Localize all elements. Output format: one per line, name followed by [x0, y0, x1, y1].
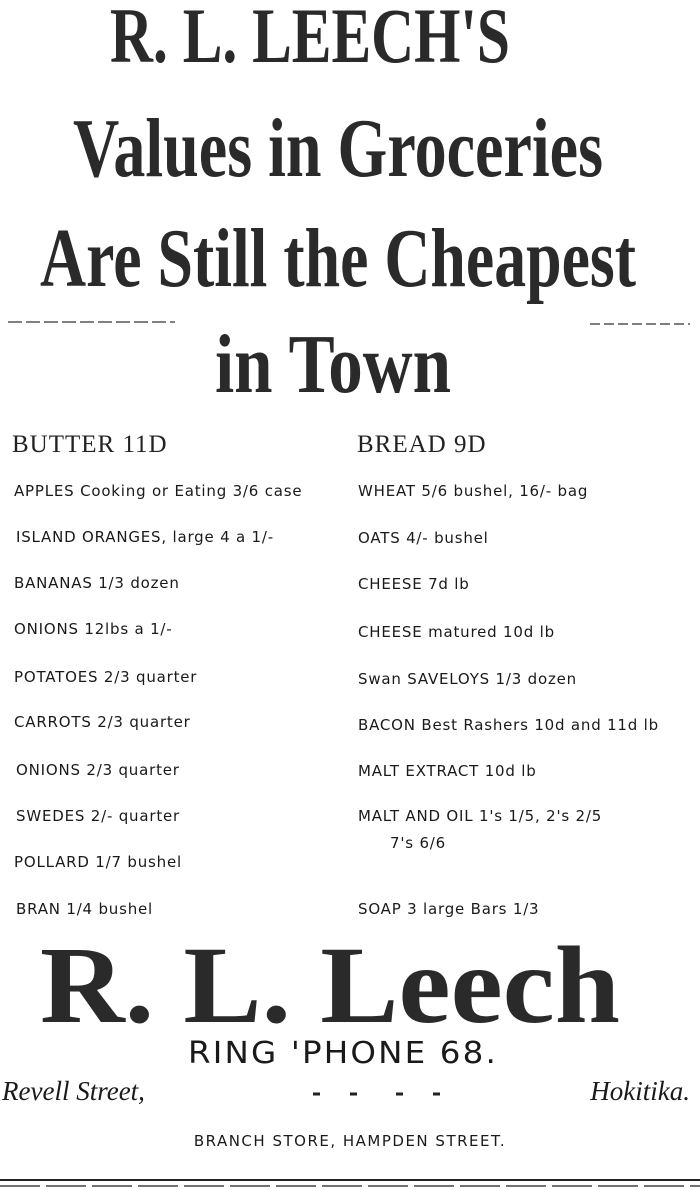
title-line: in Town: [215, 318, 451, 411]
phone: RING 'PHONE 68.: [188, 1036, 498, 1071]
item: POTATOES 2/3 quarter: [14, 668, 197, 686]
item: CARROTS 2/3 quarter: [14, 713, 191, 731]
item: WHEAT 5/6 bushel, 16/- bag: [358, 482, 588, 500]
item: ISLAND ORANGES, large 4 a 1/-: [16, 528, 274, 546]
title-line: Are Still the Cheapest: [40, 212, 636, 305]
item: POLLARD 1/7 bushel: [14, 853, 182, 871]
item: BANANAS 1/3 dozen: [14, 574, 180, 592]
item: APPLES Cooking or Eating 3/6 case: [14, 482, 302, 500]
street: Revell Street,: [1, 1076, 145, 1106]
item: SWEDES 2/- quarter: [16, 807, 180, 825]
item: ONIONS 2/3 quarter: [16, 761, 180, 779]
item: OATS 4/- bushel: [358, 529, 489, 547]
branch: BRANCH STORE, HAMPDEN STREET.: [194, 1132, 506, 1150]
right-column: WHEAT 5/6 bushel, 16/- bag OATS 4/- bush…: [358, 482, 659, 918]
town: Hokitika.: [589, 1076, 690, 1106]
item: MALT EXTRACT 10d lb: [358, 762, 537, 780]
item: 7's 6/6: [390, 834, 446, 852]
item: BRAN 1/4 bushel: [16, 900, 153, 918]
title-line: R. L. LEECH'S: [110, 0, 510, 79]
item: BACON Best Rashers 10d and 11d lb: [358, 716, 659, 734]
item: Swan SAVELOYS 1/3 dozen: [358, 670, 577, 688]
title-line: Values in Groceries: [73, 102, 603, 195]
item: MALT AND OIL 1's 1/5, 2's 2/5: [358, 807, 602, 825]
column-heading: BREAD 9D: [357, 431, 487, 458]
column-heading: BUTTER 11D: [12, 431, 168, 458]
item: SOAP 3 large Bars 1/3: [358, 900, 539, 918]
item: ONIONS 12lbs a 1/-: [14, 620, 173, 638]
item: CHEESE 7d lb: [358, 575, 470, 593]
store-name: R. L. Leech: [40, 924, 620, 1046]
left-column: APPLES Cooking or Eating 3/6 case ISLAND…: [14, 482, 302, 918]
item: CHEESE matured 10d lb: [358, 623, 555, 641]
